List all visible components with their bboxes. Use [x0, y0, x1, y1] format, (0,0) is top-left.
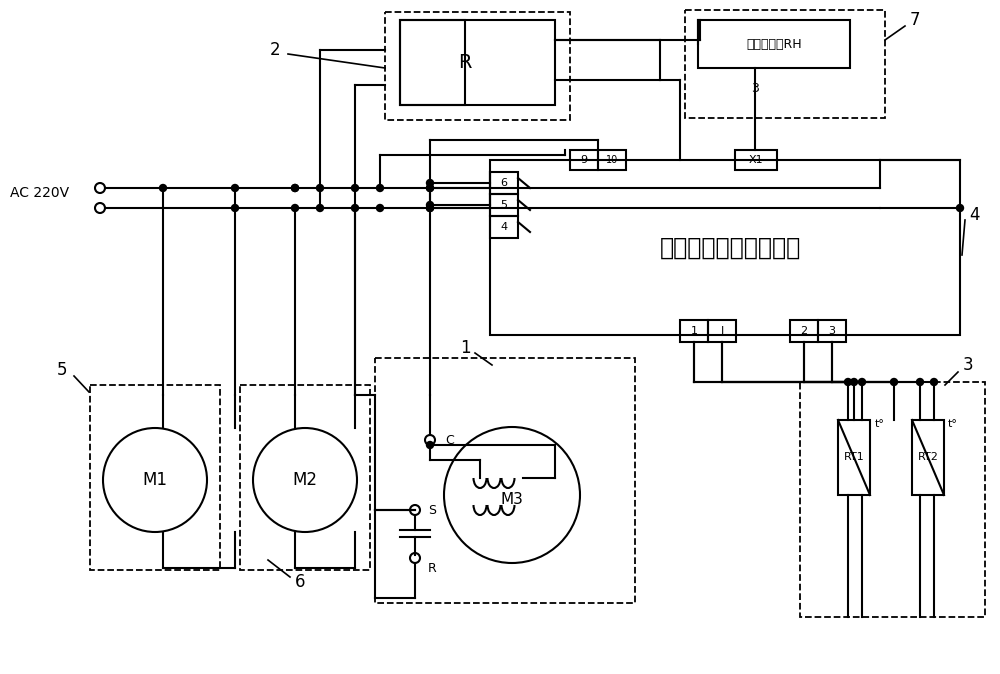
Bar [490, 160, 960, 335]
Bar [90, 385, 220, 570]
Text: 9: 9 [580, 155, 588, 165]
Bar [400, 20, 465, 105]
Circle shape [916, 379, 924, 386]
Circle shape [410, 553, 420, 563]
Circle shape [232, 185, 239, 191]
Circle shape [316, 204, 324, 212]
Text: 3: 3 [828, 326, 836, 336]
Circle shape [426, 185, 434, 191]
Circle shape [95, 203, 105, 213]
Text: RT2: RT2 [918, 452, 938, 462]
Circle shape [103, 428, 207, 532]
Text: AC 220V: AC 220V [10, 186, 69, 200]
Text: 4: 4 [500, 222, 508, 232]
Bar [698, 20, 850, 68]
Circle shape [292, 185, 298, 191]
Bar [598, 150, 626, 170]
Text: 微电脑温度湿度控制器: 微电脑温度湿度控制器 [659, 236, 801, 260]
Text: R: R [428, 561, 437, 574]
Circle shape [292, 185, 298, 191]
Circle shape [426, 202, 434, 208]
Text: R: R [458, 53, 472, 71]
Text: 湿度传感器RH: 湿度传感器RH [746, 38, 802, 51]
Text: 10: 10 [606, 155, 618, 165]
Circle shape [160, 185, 166, 191]
Circle shape [426, 185, 434, 191]
Text: 5: 5 [501, 200, 508, 210]
Circle shape [410, 505, 420, 515]
Bar [570, 150, 598, 170]
Bar [790, 320, 818, 342]
Bar [240, 385, 370, 570]
Circle shape [376, 185, 384, 191]
Circle shape [850, 379, 858, 386]
Bar [375, 358, 635, 603]
Text: 1: 1 [460, 339, 470, 357]
Text: J: J [720, 326, 724, 336]
Text: X1: X1 [749, 155, 763, 165]
Text: 5: 5 [57, 361, 67, 379]
Circle shape [352, 185, 358, 191]
Circle shape [292, 204, 298, 212]
Bar [685, 10, 885, 118]
Circle shape [444, 427, 580, 563]
Circle shape [316, 185, 324, 191]
Text: 6: 6 [295, 573, 305, 591]
Text: 3: 3 [751, 82, 759, 94]
Circle shape [352, 204, 358, 212]
Bar [912, 420, 944, 495]
Text: 3: 3 [963, 356, 973, 374]
Text: 2: 2 [270, 41, 280, 59]
Bar [385, 12, 570, 120]
Text: RT1: RT1 [844, 452, 864, 462]
Circle shape [891, 379, 898, 386]
Circle shape [425, 435, 435, 445]
Bar [708, 320, 736, 342]
Bar [818, 320, 846, 342]
Text: 7: 7 [910, 11, 920, 29]
Circle shape [376, 204, 384, 212]
Text: 6: 6 [501, 178, 508, 188]
Bar [490, 194, 518, 216]
Circle shape [858, 379, 866, 386]
Circle shape [426, 179, 434, 187]
Circle shape [426, 204, 434, 212]
Circle shape [844, 379, 852, 386]
Text: M3: M3 [501, 493, 523, 508]
Text: 1: 1 [690, 326, 698, 336]
Circle shape [95, 183, 105, 193]
Circle shape [232, 204, 239, 212]
Bar [800, 382, 985, 617]
Text: 2: 2 [800, 326, 808, 336]
Bar [838, 420, 870, 495]
Text: C: C [445, 433, 454, 446]
Circle shape [956, 204, 964, 212]
Circle shape [426, 204, 434, 212]
Text: M2: M2 [292, 471, 318, 489]
Text: S: S [428, 503, 436, 516]
Circle shape [426, 441, 434, 448]
Bar [680, 320, 708, 342]
Text: M1: M1 [143, 471, 168, 489]
Circle shape [930, 379, 938, 386]
Text: t°: t° [948, 419, 958, 429]
Text: t°: t° [875, 419, 885, 429]
Text: 4: 4 [970, 206, 980, 224]
Bar [400, 20, 555, 105]
Bar [490, 216, 518, 238]
Bar [735, 150, 777, 170]
Bar [490, 172, 518, 194]
Circle shape [253, 428, 357, 532]
